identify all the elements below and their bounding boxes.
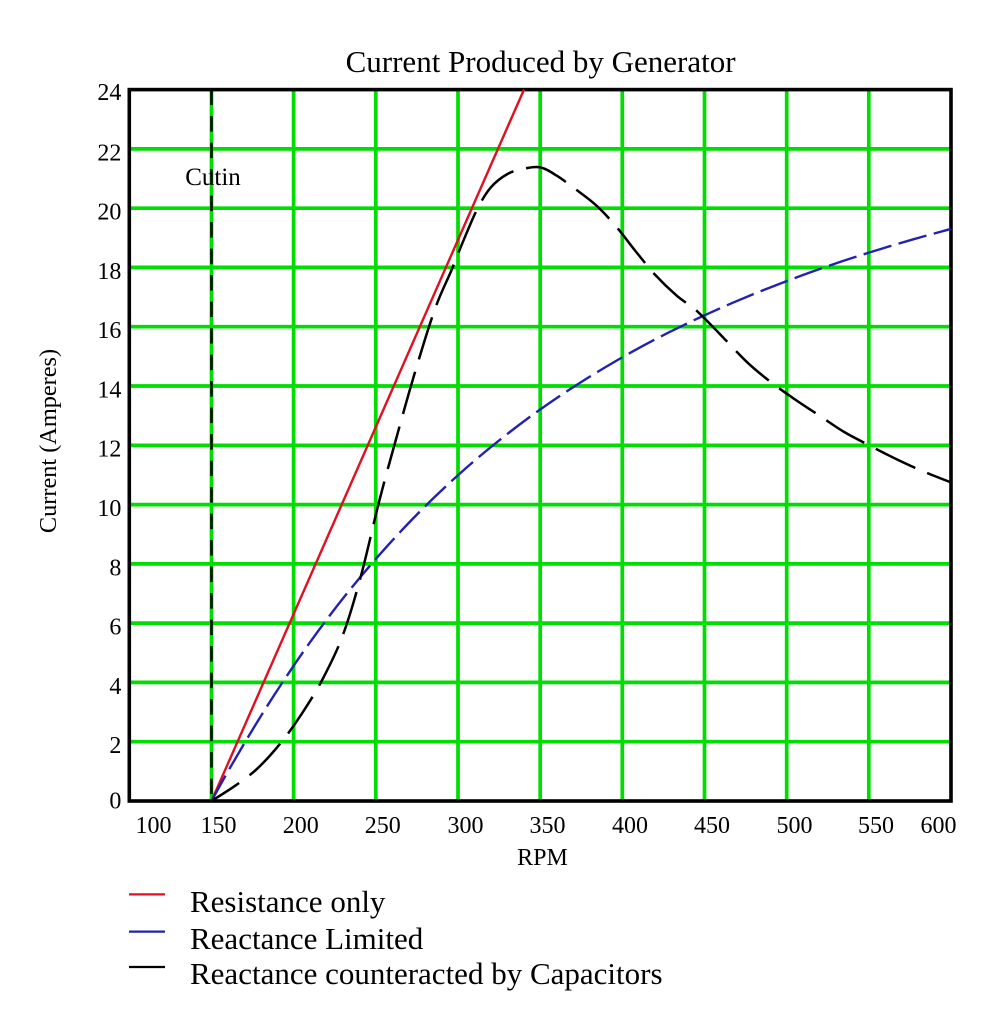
svg-text:Resistance only: Resistance only <box>190 884 386 919</box>
svg-text:400: 400 <box>612 813 648 839</box>
svg-text:4: 4 <box>109 674 121 700</box>
svg-text:Current (Amperes): Current (Amperes) <box>35 349 62 533</box>
svg-text:300: 300 <box>448 813 484 839</box>
svg-text:600: 600 <box>921 813 957 839</box>
svg-text:0: 0 <box>109 788 121 814</box>
svg-text:200: 200 <box>283 813 319 839</box>
svg-text:150: 150 <box>201 813 237 839</box>
svg-text:6: 6 <box>109 615 121 641</box>
svg-text:100: 100 <box>136 813 172 839</box>
svg-text:Reactance Limited: Reactance Limited <box>190 921 424 956</box>
svg-text:500: 500 <box>777 813 813 839</box>
svg-text:16: 16 <box>97 318 121 344</box>
svg-text:RPM: RPM <box>517 845 568 871</box>
svg-text:22: 22 <box>97 140 121 166</box>
svg-text:550: 550 <box>858 813 894 839</box>
svg-text:Reactance counteracted by Capa: Reactance counteracted by Capacitors <box>190 956 663 991</box>
svg-text:450: 450 <box>694 813 730 839</box>
svg-text:14: 14 <box>97 377 121 403</box>
svg-text:10: 10 <box>97 496 121 522</box>
svg-text:18: 18 <box>97 259 121 285</box>
svg-text:2: 2 <box>109 733 121 759</box>
svg-text:24: 24 <box>97 80 121 106</box>
svg-text:20: 20 <box>97 200 121 226</box>
svg-text:12: 12 <box>97 437 121 463</box>
svg-text:8: 8 <box>109 555 121 581</box>
svg-text:Current Produced by Generator: Current Produced by Generator <box>346 44 737 79</box>
svg-text:250: 250 <box>365 813 401 839</box>
svg-text:350: 350 <box>530 813 566 839</box>
svg-text:Cutin: Cutin <box>185 164 241 191</box>
